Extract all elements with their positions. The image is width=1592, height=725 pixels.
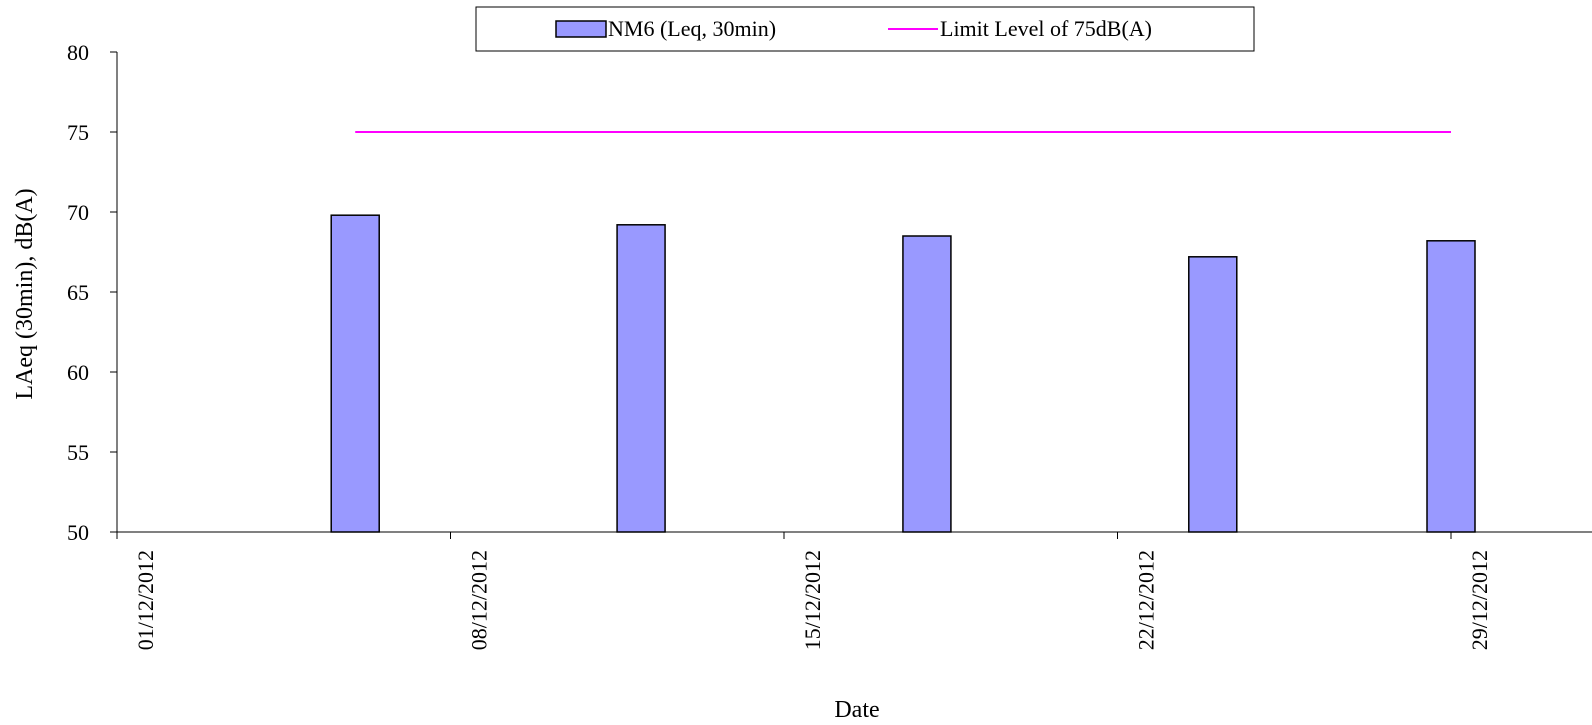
- bar-18-12-2012: [902, 235, 952, 533]
- bar-06-12-2012: [330, 214, 380, 533]
- x-tick-label: 29/12/2012: [1467, 550, 1492, 650]
- x-tick-label: 22/12/2012: [1134, 550, 1159, 650]
- x-axis-title: Date: [834, 697, 879, 723]
- legend-label-bars: NM6 (Leq, 30min): [608, 16, 776, 41]
- y-tick-label: 50: [67, 520, 89, 545]
- y-tick-label: 60: [67, 360, 89, 385]
- legend: NM6 (Leq, 30min) Limit Level of 75dB(A): [475, 6, 1255, 52]
- bar-29-12-2012: [1426, 240, 1476, 533]
- y-tick-label: 55: [67, 440, 89, 465]
- x-tick-label: 01/12/2012: [133, 550, 158, 650]
- y-tick-label: 75: [67, 120, 89, 145]
- legend-label-line: Limit Level of 75dB(A): [940, 16, 1152, 41]
- bar-24-12-2012: [1188, 256, 1238, 533]
- x-tick-label: 15/12/2012: [800, 550, 825, 650]
- x-tick-label: 08/12/2012: [467, 550, 492, 650]
- bar-12-12-2012: [616, 224, 666, 533]
- y-tick-label: 80: [67, 40, 89, 65]
- y-tick-label: 70: [67, 200, 89, 225]
- legend-swatch-bar: [555, 20, 607, 38]
- y-axis-ticks: 50 55 60 65 70 75 80: [67, 40, 117, 545]
- y-axis-title: LAeq (30min), dB(A): [12, 188, 38, 399]
- y-tick-label: 65: [67, 280, 89, 305]
- x-axis-ticks: 01/12/2012 08/12/2012 15/12/2012 22/12/2012…: [116, 532, 1492, 650]
- axes: [116, 52, 1592, 533]
- bar-series: [330, 214, 1476, 533]
